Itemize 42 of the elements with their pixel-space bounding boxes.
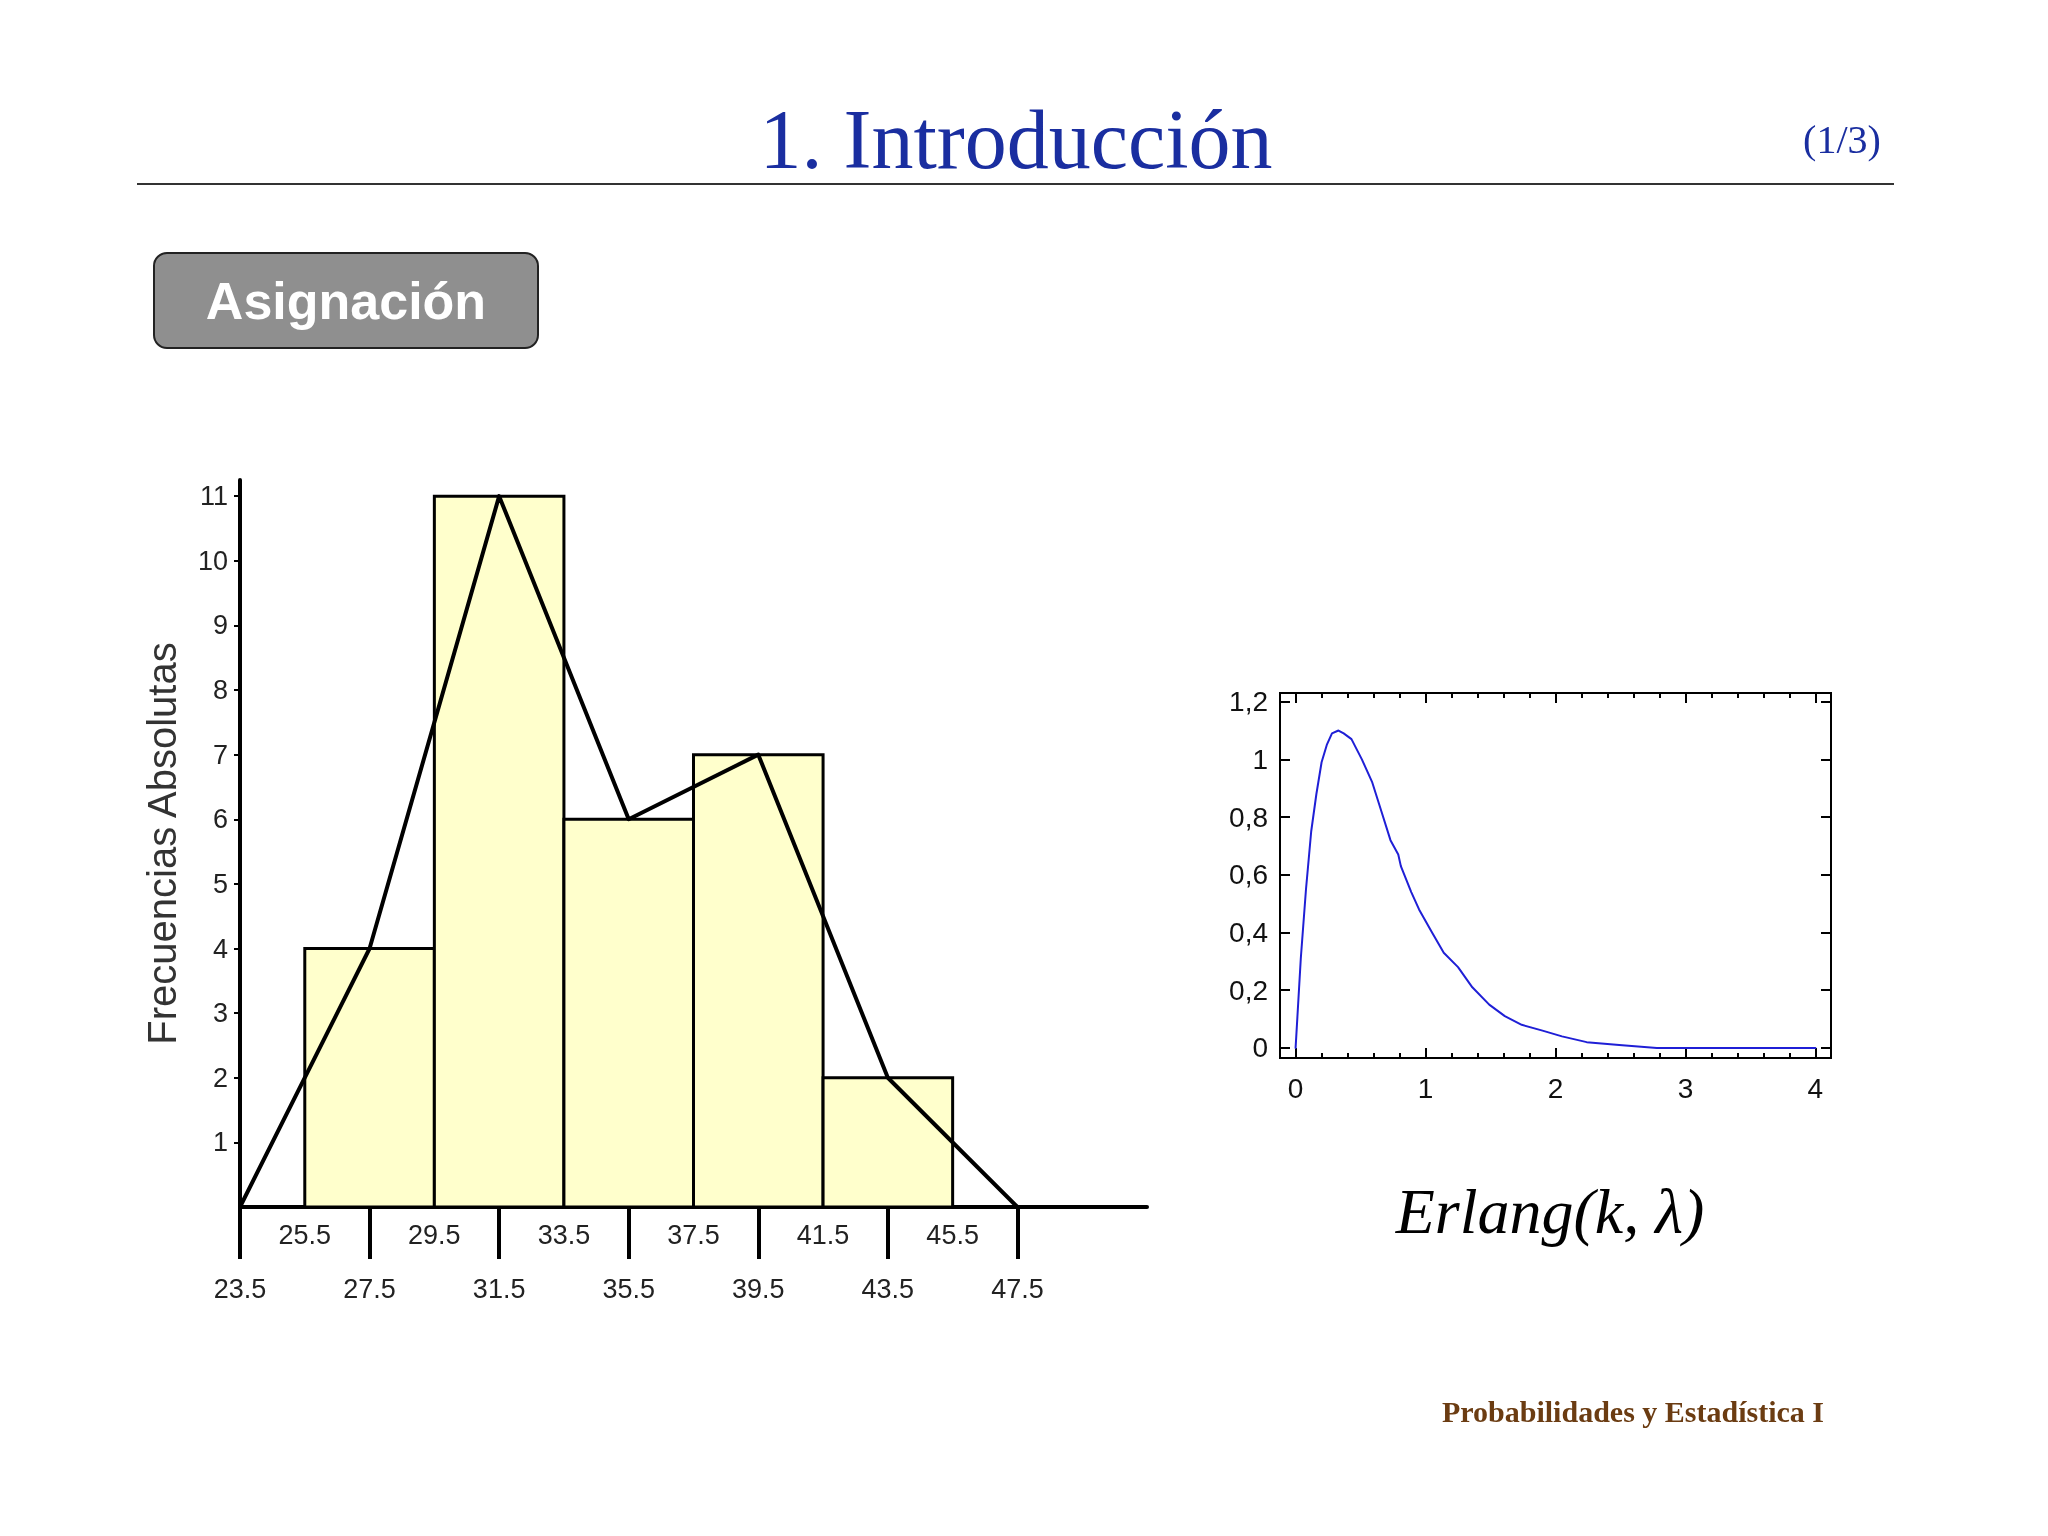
chart-subtitle: Asignación	[205, 271, 487, 330]
x2-tick-label: 45.5	[926, 1219, 979, 1250]
x2-tick-label: 37.5	[667, 1219, 720, 1250]
y-tick-label: 1	[212, 1127, 228, 1158]
y-tick-label: 0,4	[1229, 916, 1268, 948]
y-tick-label: 0,8	[1229, 801, 1268, 833]
x-tick-label: 31.5	[472, 1273, 526, 1304]
y-tick-label: 10	[197, 545, 228, 576]
y-tick-label: 4	[212, 933, 228, 964]
text: (1/3)	[1803, 117, 1881, 162]
y-tick-label: 0,2	[1229, 974, 1268, 1006]
y-tick-label: 0	[1252, 1032, 1268, 1064]
text: Erlang(k, λ)	[1395, 1176, 1705, 1247]
x2-tick-label: 41.5	[796, 1219, 850, 1250]
chart-title: 1. Introducción	[759, 93, 1273, 186]
x-tick-label: 1	[1417, 1072, 1434, 1104]
y-tick-label: 1,2	[1229, 686, 1268, 718]
x-tick-label: 43.5	[861, 1273, 915, 1304]
text: Probabilidades y Estadística I	[1441, 1395, 1825, 1428]
x-tick-label: 47.5	[991, 1273, 1044, 1304]
x-tick-label: 27.5	[343, 1273, 396, 1304]
x-tick-label: 2	[1547, 1072, 1564, 1104]
y-tick-label: 0,6	[1229, 859, 1268, 891]
y-tick-label: 8	[212, 675, 228, 706]
y-tick-label: 6	[212, 804, 228, 835]
y-tick-label: 1	[1252, 743, 1268, 775]
x-tick-label: 39.5	[732, 1273, 785, 1304]
x-tick-label: 4	[1807, 1072, 1824, 1104]
x-tick-label: 35.5	[602, 1273, 655, 1304]
x-tick-label: 23.5	[213, 1273, 267, 1304]
x2-tick-label: 33.5	[537, 1219, 591, 1250]
label-badge: Asignación	[153, 252, 539, 349]
x2-tick-label: 25.5	[278, 1219, 332, 1250]
x2-tick-label: 29.5	[408, 1219, 461, 1250]
y-tick-label: 5	[212, 868, 228, 899]
y-axis-title: Frecuencias Absolutas	[140, 642, 184, 1045]
y-tick-label: 7	[212, 739, 228, 770]
y-tick-label: 11	[199, 481, 228, 512]
x-tick-label: 3	[1677, 1072, 1694, 1104]
y-tick-label: 3	[212, 998, 228, 1029]
y-tick-label: 9	[212, 610, 228, 641]
x-tick-label: 0	[1287, 1072, 1304, 1104]
